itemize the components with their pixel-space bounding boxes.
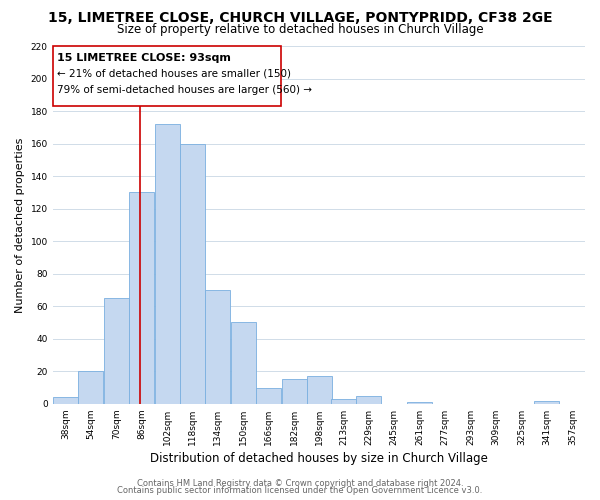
Bar xyxy=(129,192,154,404)
Text: Contains public sector information licensed under the Open Government Licence v3: Contains public sector information licen… xyxy=(118,486,482,495)
Bar xyxy=(104,298,129,404)
Bar xyxy=(307,376,332,404)
Bar xyxy=(53,46,281,106)
Bar xyxy=(256,388,281,404)
Bar xyxy=(407,402,432,404)
Bar xyxy=(155,124,179,404)
Text: 15 LIMETREE CLOSE: 93sqm: 15 LIMETREE CLOSE: 93sqm xyxy=(58,52,232,62)
Bar xyxy=(331,399,356,404)
X-axis label: Distribution of detached houses by size in Church Village: Distribution of detached houses by size … xyxy=(150,452,488,465)
Y-axis label: Number of detached properties: Number of detached properties xyxy=(15,137,25,312)
Text: Contains HM Land Registry data © Crown copyright and database right 2024.: Contains HM Land Registry data © Crown c… xyxy=(137,478,463,488)
Bar xyxy=(205,290,230,404)
Bar xyxy=(535,400,559,404)
Bar xyxy=(356,396,382,404)
Bar xyxy=(282,380,307,404)
Bar xyxy=(53,398,78,404)
Text: 15, LIMETREE CLOSE, CHURCH VILLAGE, PONTYPRIDD, CF38 2GE: 15, LIMETREE CLOSE, CHURCH VILLAGE, PONT… xyxy=(47,11,553,25)
Text: ← 21% of detached houses are smaller (150): ← 21% of detached houses are smaller (15… xyxy=(58,69,292,79)
Bar xyxy=(231,322,256,404)
Text: 79% of semi-detached houses are larger (560) →: 79% of semi-detached houses are larger (… xyxy=(58,85,313,95)
Bar xyxy=(79,372,103,404)
Bar xyxy=(180,144,205,404)
Text: Size of property relative to detached houses in Church Village: Size of property relative to detached ho… xyxy=(116,22,484,36)
